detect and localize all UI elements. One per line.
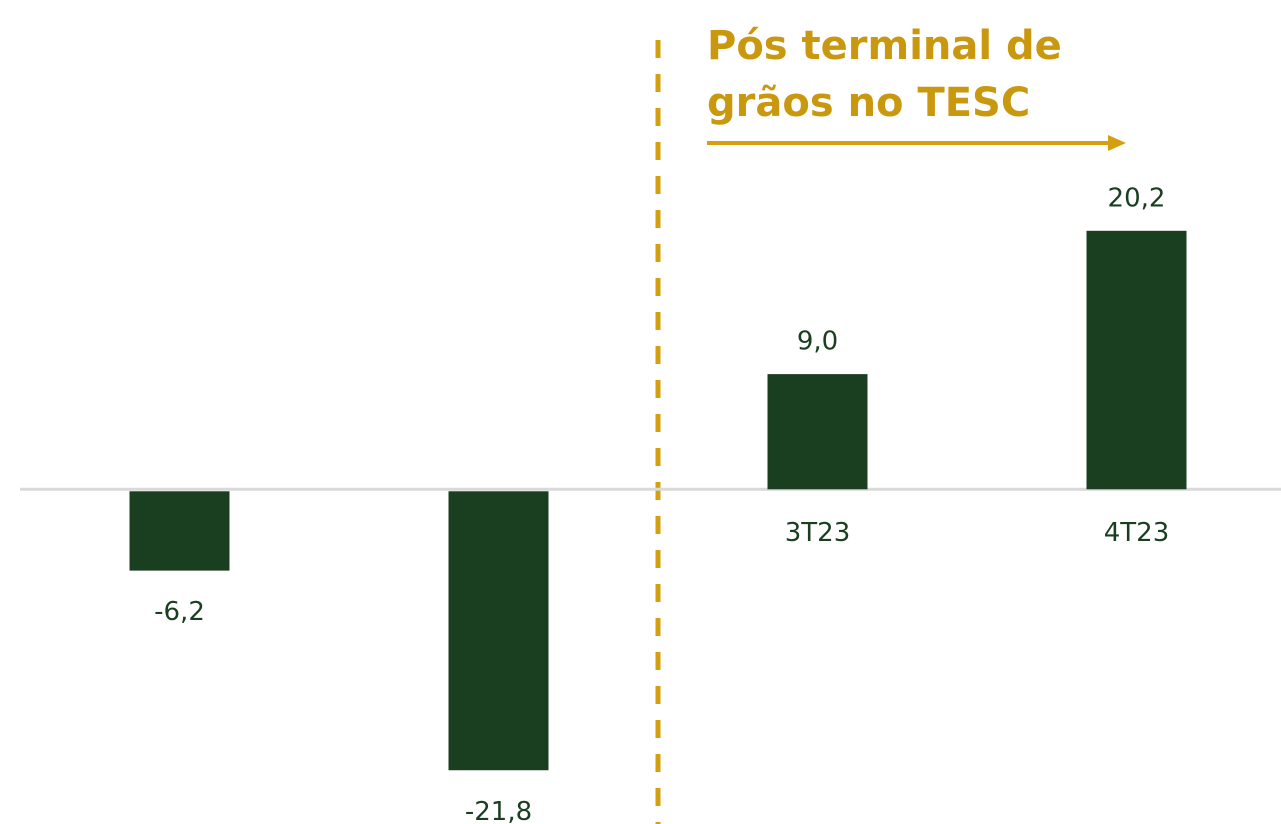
arrow-head [1108,135,1126,151]
bar [1086,230,1187,490]
value-label: 9,0 [797,327,838,357]
value-label: 20,2 [1108,183,1166,213]
bar [129,491,230,571]
annotation-line: Pós terminal de [707,23,1062,69]
x-tick-label: 3T23 [785,518,851,548]
value-label: -21,8 [465,797,532,824]
bar [448,491,549,771]
value-label: -6,2 [154,597,205,627]
bar [767,374,868,490]
annotation-line: grãos no TESC [707,80,1030,126]
x-tick-label: 4T23 [1104,518,1170,548]
